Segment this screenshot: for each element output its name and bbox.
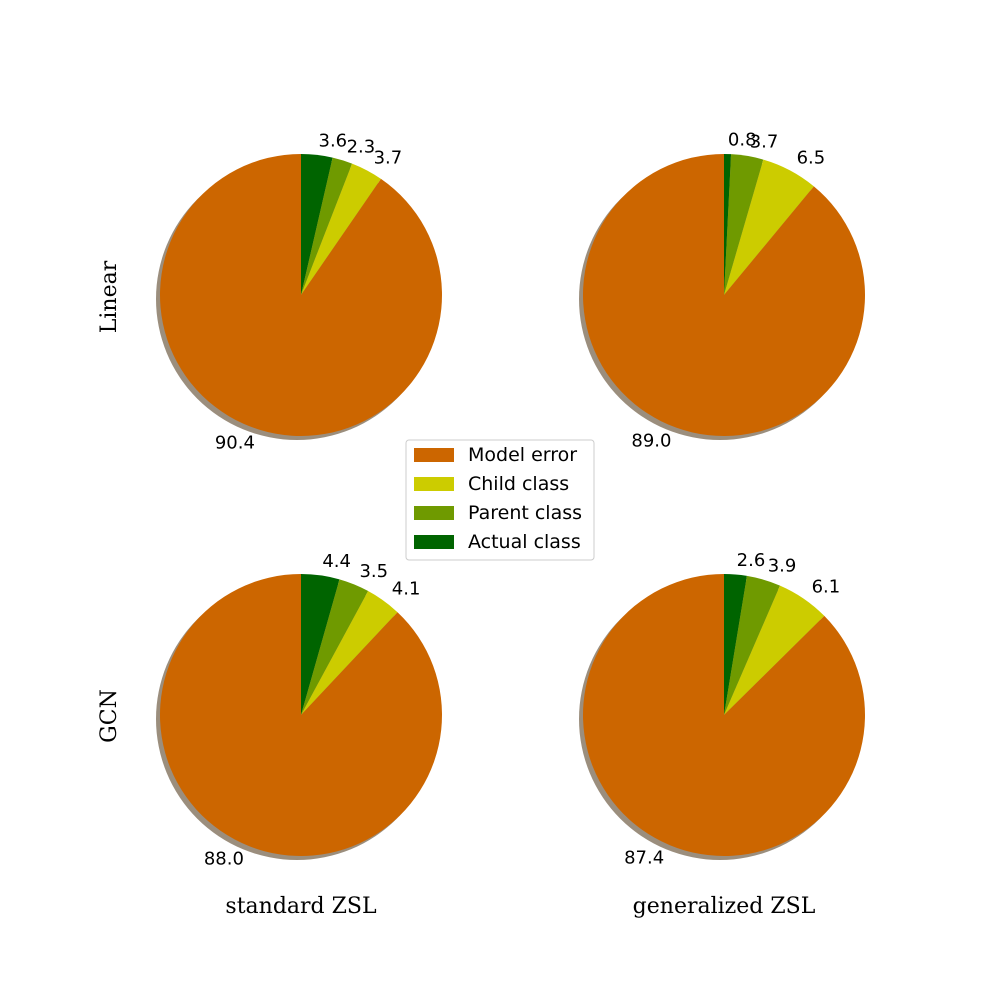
pie-linear-generalized-zsl-slice-actual-class (724, 154, 732, 295)
col-label-standard-zsl: standard ZSL (225, 894, 377, 919)
legend: Model error Child class Parent class Actual… (405, 439, 595, 561)
legend-swatch-parent-class (414, 506, 454, 520)
pie-gcn-standard-zsl-label-child-class: 4.1 (392, 579, 421, 600)
pie-grid: 3.6 2.33.790.40.83.76.589.04.4 3.54.188.02… (156, 129, 866, 870)
pie-gcn-standard-zsl: 4.4 3.54.1 88.0 (156, 551, 442, 870)
pie-linear-standard-zsl-slice-actual-class (301, 154, 333, 295)
legend-swatch-child-class (414, 477, 454, 491)
pie-gcn-standard-zsl-label-actual-class: 4.4 (322, 551, 351, 572)
pie-gcn-generalized-zsl-slice-actual-class (724, 574, 747, 715)
legend-swatch-actual-class (414, 535, 454, 549)
legend-label-child-class: Child class (468, 473, 569, 495)
pie-linear-standard-zsl-slice-model-error (159, 154, 442, 436)
pie-linear-generalized-zsl-label-model-error: 89.0 (631, 430, 671, 451)
pie-linear-standard-zsl-label-actual-class: 3.6 (319, 130, 348, 151)
pie-gcn-standard-zsl-slice-child-class (301, 591, 398, 715)
pie-gcn-standard-zsl-slice-parent-class (301, 579, 369, 715)
pie-linear-generalized-zsl-slice-model-error (583, 154, 866, 436)
pie-linear-standard-zsl-slice-child-class (301, 163, 381, 295)
pie-linear-generalized-zsl-label-child-class: 6.5 (797, 147, 826, 168)
pie-gcn-standard-zsl-slice-model-error (159, 574, 442, 856)
pie-linear-standard-zsl: 3.6 2.33.7 90.4 (156, 130, 442, 454)
pie-gcn-generalized-zsl: 2.6 3.9 6.1 87.4 (579, 550, 865, 869)
legend-label-actual-class: Actual class (468, 531, 581, 553)
legend-label-model-error: Model error (468, 444, 577, 466)
pie-gcn-standard-zsl-label-parent-class: 3.5 (359, 561, 388, 582)
pie-gcn-generalized-zsl-slice-child-class (724, 585, 825, 715)
legend-frame (405, 439, 595, 561)
legend-label-parent-class: Parent class (468, 502, 582, 524)
pie-linear-generalized-zsl-label-actual-class: 0.8 (728, 129, 757, 150)
pie-gcn-generalized-zsl-label-parent-class: 3.9 (768, 556, 797, 577)
pie-linear-generalized-zsl-slice-child-class (724, 159, 814, 295)
pie-gcn-generalized-zsl-label-child-class: 6.1 (812, 576, 841, 597)
col-label-generalized-zsl: generalized ZSL (633, 894, 816, 919)
pie-linear-generalized-zsl: 0.83.7 6.5 89.0 (579, 129, 866, 451)
row-label-gcn: GCN (97, 689, 122, 743)
pie-linear-generalized-zsl-slice-parent-class (724, 154, 764, 295)
pie-gcn-generalized-zsl-label-actual-class: 2.6 (737, 550, 766, 571)
pie-linear-generalized-zsl-label-parent-class: 3.7 (750, 132, 779, 153)
pie-gcn-generalized-zsl-label-model-error: 87.4 (624, 848, 664, 869)
pie-gcn-standard-zsl-label-model-error: 88.0 (204, 849, 244, 870)
pie-gcn-generalized-zsl-slice-parent-class (724, 575, 780, 715)
row-label-linear: Linear (97, 260, 122, 333)
pie-gcn-standard-zsl-slice-actual-class (301, 574, 340, 715)
pie-linear-standard-zsl-slice-parent-class (301, 157, 353, 295)
legend-swatch-model-error (414, 448, 454, 462)
pie-linear-standard-zsl-label-child-class: 3.7 (374, 147, 403, 168)
pie-linear-standard-zsl-label-parent-class: 2.3 (347, 136, 376, 157)
pie-linear-standard-zsl-label-model-error: 90.4 (215, 433, 255, 454)
pie-gcn-generalized-zsl-slice-model-error (582, 574, 865, 856)
